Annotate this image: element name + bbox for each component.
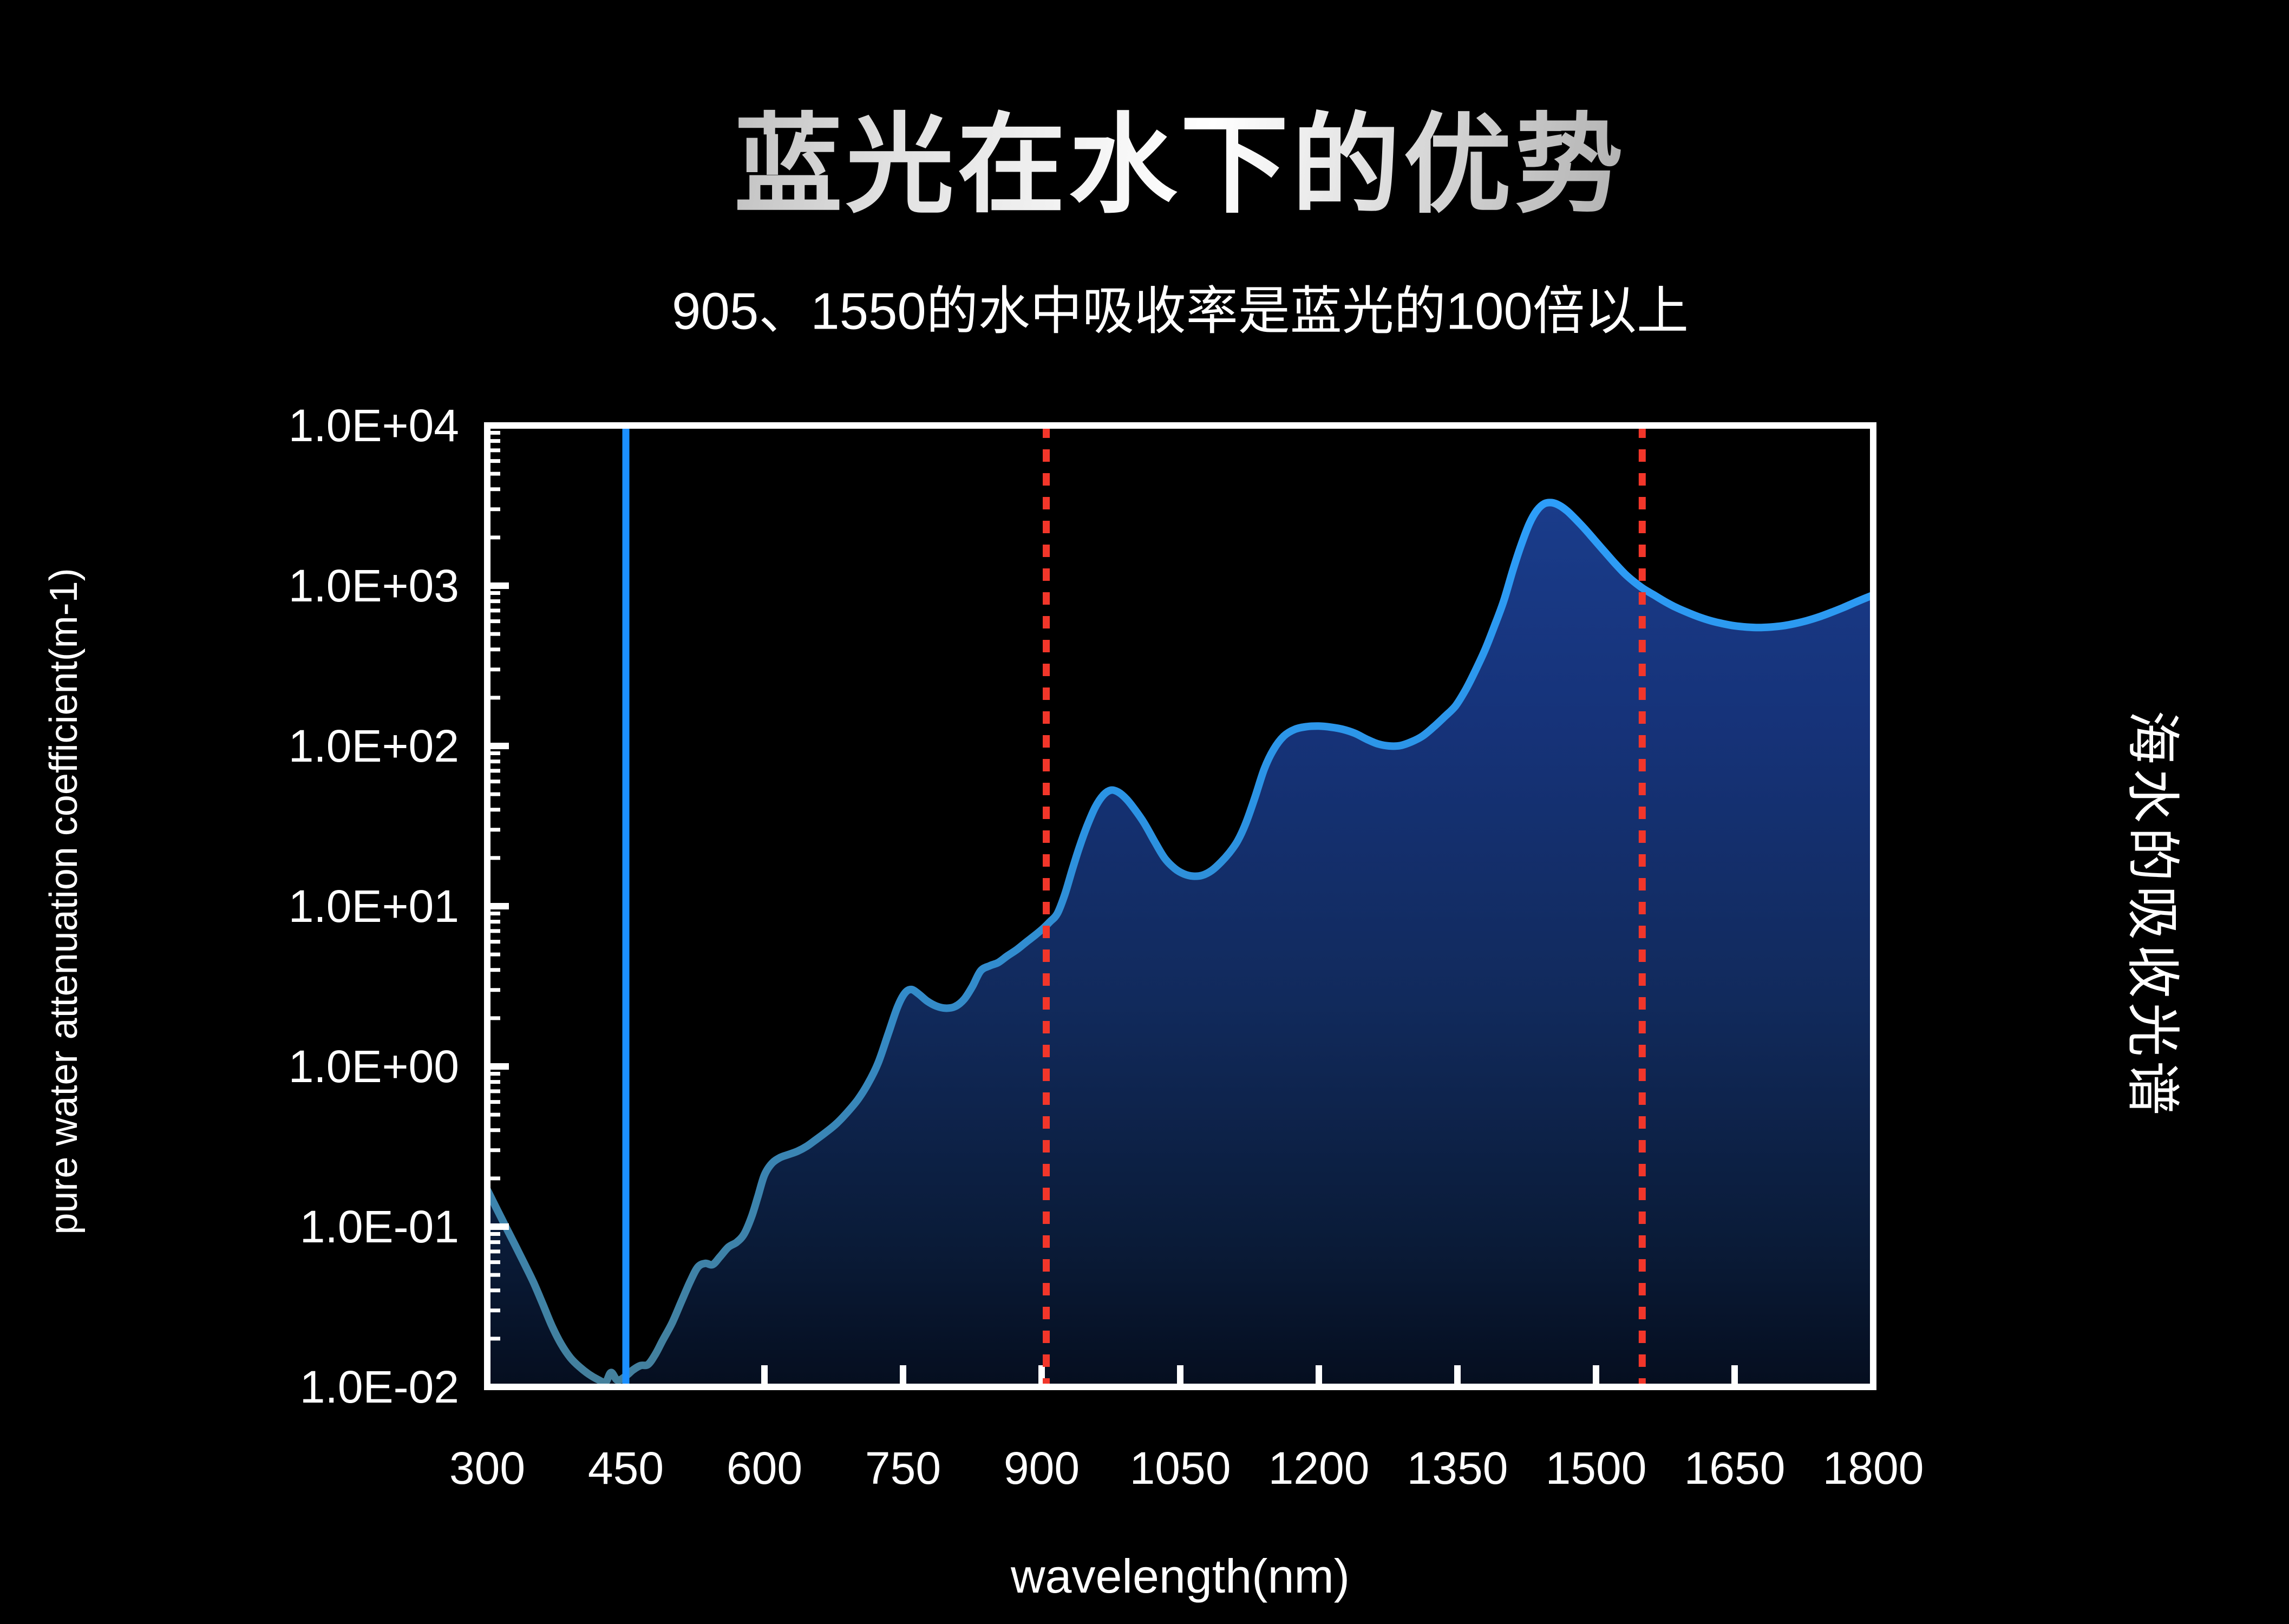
x-tick-label-1350: 1350	[1407, 1443, 1508, 1494]
absorption-curve	[487, 499, 1873, 1386]
area-fill-layer	[487, 502, 1873, 1387]
y-tick-label-1e1: 1.0E+01	[289, 881, 459, 932]
subtitle: 905、1550的水中吸收率是蓝光的100倍以上	[672, 282, 1689, 340]
absorption-area-fill	[487, 502, 1873, 1387]
x-tick-label-300: 300	[449, 1443, 525, 1494]
x-tick-label-1650: 1650	[1684, 1443, 1786, 1494]
y-tick-label-1e-1: 1.0E-01	[300, 1201, 459, 1252]
x-axis-title: wavelength(nm)	[1010, 1549, 1350, 1603]
x-tick-label-750: 750	[865, 1443, 941, 1494]
tick-labels-layer: 300 450 600 750 900 1050 1200 1350 1500 1650 1800 1…	[289, 400, 1924, 1494]
x-tick-label-1500: 1500	[1546, 1443, 1647, 1494]
plot-border-layer	[484, 422, 1876, 1390]
y-tick-label-1e3: 1.0E+03	[289, 560, 459, 611]
y-tick-label-1e0: 1.0E+00	[289, 1041, 459, 1092]
x-tick-label-1800: 1800	[1823, 1443, 1924, 1494]
x-tick-label-600: 600	[727, 1443, 802, 1494]
page-title: 蓝光在水下的优势	[487, 77, 1873, 234]
x-tick-label-1050: 1050	[1130, 1443, 1231, 1494]
x-tick-label-1200: 1200	[1268, 1443, 1370, 1494]
curve-layer	[487, 499, 1873, 1386]
x-tick-label-450: 450	[588, 1443, 664, 1494]
x-tick-label-900: 900	[1004, 1443, 1080, 1494]
marker-lines-layer	[622, 425, 1646, 1387]
y-tick-label-1e2: 1.0E+02	[289, 721, 459, 771]
plot-border	[484, 422, 1876, 1390]
y-tick-label-1e-2: 1.0E-02	[300, 1361, 459, 1412]
y-tick-label-1e4: 1.0E+04	[289, 400, 459, 451]
